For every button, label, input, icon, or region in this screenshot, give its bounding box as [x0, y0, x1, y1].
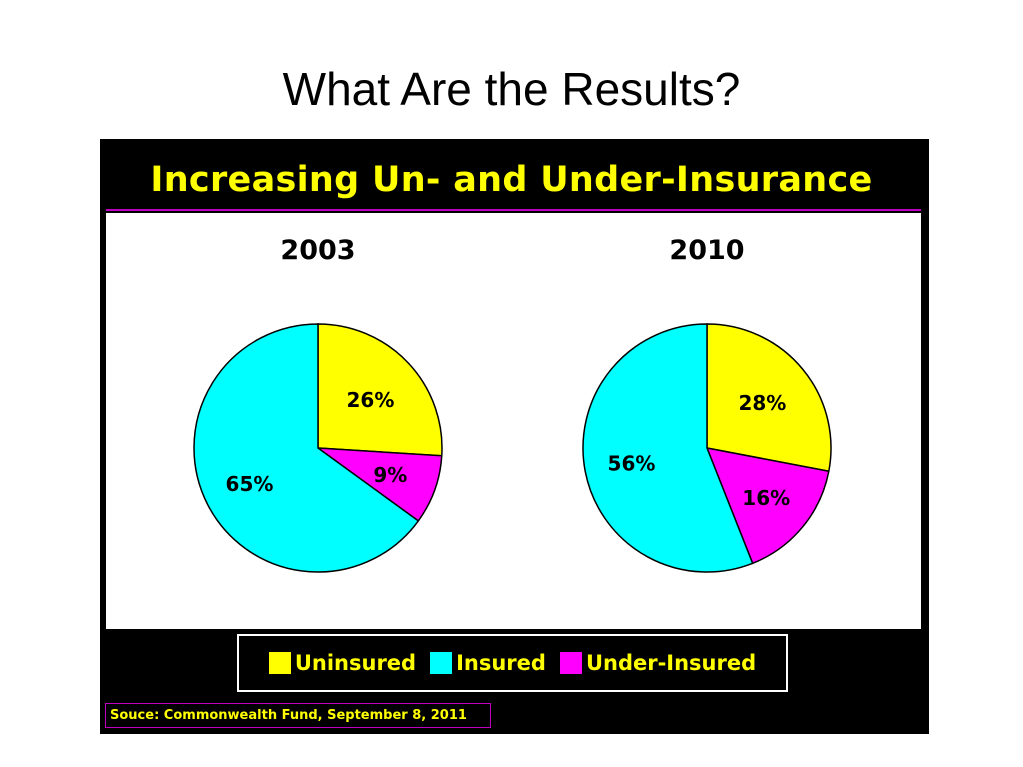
pie-data-label-2010-insured: 56%	[608, 451, 656, 475]
pie-slice-2010-uninsured	[706, 323, 832, 473]
legend-swatch-insured	[430, 652, 453, 674]
pie-data-label-2010-uninsured: 28%	[738, 391, 786, 415]
legend: Uninsured Insured Under-Insured	[237, 634, 788, 692]
chart-title: Increasing Un- and Under-Insurance	[150, 160, 873, 200]
legend-label-insured: Insured	[456, 651, 546, 675]
pie-data-label-2003-uninsured: 26%	[346, 388, 394, 412]
legend-swatch-uninsured	[268, 652, 291, 674]
pie-chart-2003: 2003 26% 65% 9%	[193, 235, 443, 573]
legend-label-under-insured: Under-Insured	[585, 651, 757, 675]
legend-item-uninsured: Uninsured	[268, 651, 417, 675]
legend-swatch-under-insured	[559, 652, 582, 674]
pie-year-label-2003: 2003	[280, 235, 355, 266]
pie-data-label-2010-under-insured: 16%	[742, 486, 790, 510]
pie-chart-2010: 2010 28% 56% 16%	[582, 235, 832, 573]
pie-data-label-2003-insured: 65%	[226, 472, 274, 496]
legend-label-uninsured: Uninsured	[294, 651, 417, 675]
legend-item-under-insured: Under-Insured	[559, 651, 757, 675]
pie-slice-2003-insured	[193, 323, 420, 573]
legend-item-insured: Insured	[430, 651, 546, 675]
pie-slice-2003-uninsured	[317, 323, 443, 457]
pie-slice-2010-insured	[582, 323, 754, 573]
pie-data-label-2003-under-insured: 9%	[373, 463, 407, 487]
source-citation: Souce: Commonwealth Fund, September 8, 2…	[105, 703, 491, 728]
title-divider	[106, 209, 921, 211]
slide-title: What Are the Results?	[282, 63, 741, 115]
plot-area: 2003 26% 65% 9% 2010 28% 56% 16%	[106, 213, 921, 629]
pie-year-label-2010: 2010	[669, 235, 744, 266]
pie-slice-2010-under-insured	[705, 447, 830, 565]
pie-charts-svg: 2003 26% 65% 9% 2010 28% 56% 16%	[193, 235, 832, 573]
